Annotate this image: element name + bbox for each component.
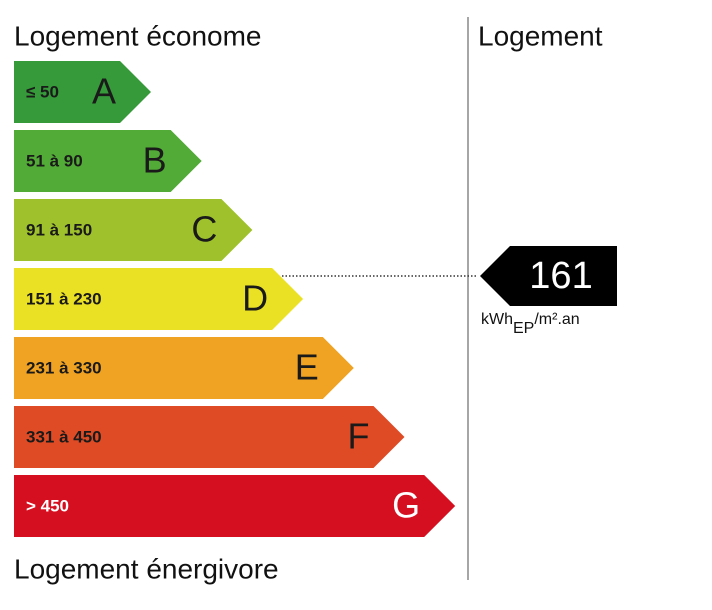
class-bar <box>14 268 304 330</box>
class-range: 231 à 330 <box>26 358 102 377</box>
class-range: > 450 <box>26 496 69 515</box>
indicator-arrow <box>480 246 617 306</box>
footer-title: Logement énergivore <box>14 553 279 584</box>
class-letter: E <box>295 347 319 388</box>
class-range: 151 à 230 <box>26 289 102 308</box>
indicator-unit: kWhEP/m².an <box>481 311 580 337</box>
class-bar <box>14 406 405 468</box>
header-title: Logement économe <box>14 20 262 51</box>
class-range: ≤ 50 <box>26 82 59 101</box>
class-range: 51 à 90 <box>26 151 83 170</box>
class-letter: F <box>348 416 370 457</box>
unit-main: kWh <box>481 311 513 328</box>
class-letter: D <box>242 278 268 319</box>
class-bar <box>14 61 151 123</box>
unit-rest: /m².an <box>534 311 579 328</box>
class-bar <box>14 475 456 537</box>
class-bar <box>14 337 354 399</box>
class-range: 91 à 150 <box>26 220 92 239</box>
indicator-value: 161 <box>529 255 592 297</box>
class-letter: A <box>92 71 116 112</box>
class-bars: ≤ 50 A 51 à 90 B 91 à 150 C 151 à 230 D 231 à 33… <box>14 61 456 537</box>
class-letter: G <box>392 485 420 526</box>
column-title: Logement <box>478 20 603 51</box>
unit-sub: EP <box>513 320 534 337</box>
class-range: 331 à 450 <box>26 427 102 446</box>
class-bar <box>14 130 202 192</box>
class-bar <box>14 199 253 261</box>
class-letter: C <box>191 209 217 250</box>
class-letter: B <box>143 140 167 181</box>
